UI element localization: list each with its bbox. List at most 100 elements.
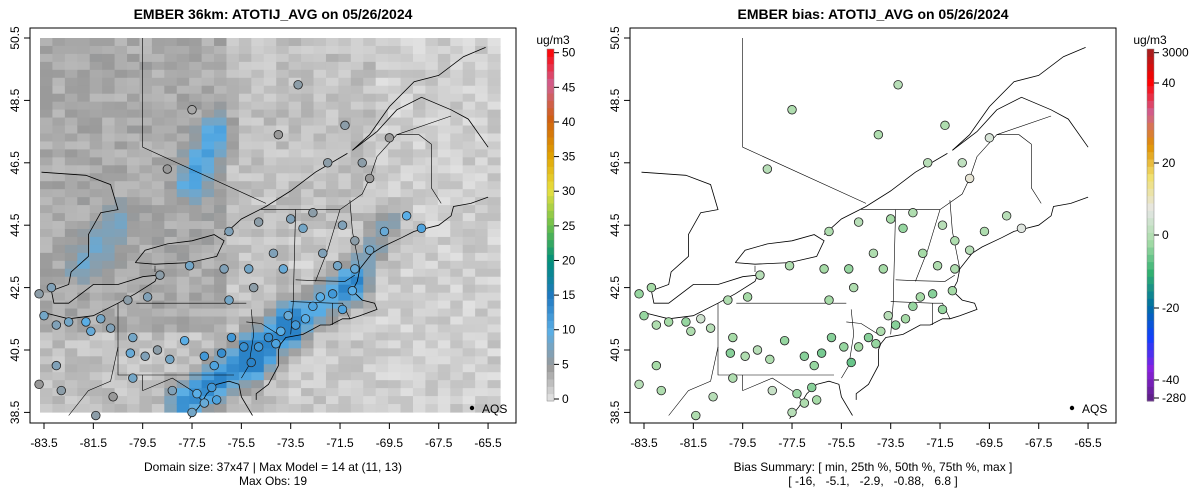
model-cell xyxy=(412,308,427,318)
model-cell xyxy=(338,388,352,397)
model-cell xyxy=(238,404,252,413)
model-cell xyxy=(176,213,190,222)
model-cell xyxy=(226,133,240,143)
model-cell xyxy=(251,244,265,254)
model-cell xyxy=(450,332,464,341)
station-marker xyxy=(740,351,750,361)
station-marker xyxy=(923,158,933,168)
station-marker xyxy=(792,388,802,399)
model-cell xyxy=(475,173,489,182)
model-cell xyxy=(375,197,389,206)
model-cell xyxy=(313,77,327,87)
model-cell xyxy=(189,173,203,182)
model-cell xyxy=(276,252,290,262)
model-cell xyxy=(301,268,315,278)
model-cell xyxy=(475,85,489,95)
model-cell xyxy=(462,340,476,349)
model-cell xyxy=(52,45,66,55)
model-cell xyxy=(338,404,352,413)
model-cell xyxy=(375,181,389,190)
colorbar-bin xyxy=(547,379,554,387)
model-cell xyxy=(363,300,377,310)
model-cell xyxy=(40,348,54,357)
station-marker xyxy=(263,332,274,343)
model-cell xyxy=(412,332,427,341)
model-cell xyxy=(176,268,190,278)
colorbar-bin xyxy=(1147,371,1154,380)
model-cell xyxy=(139,324,153,334)
station-marker xyxy=(937,220,948,230)
colorbar-bin xyxy=(547,320,554,329)
model-cell xyxy=(350,149,364,158)
model-cell xyxy=(114,396,128,405)
model-cell xyxy=(462,236,476,246)
model-cell xyxy=(189,380,203,389)
model-cell xyxy=(450,101,464,111)
model-cell xyxy=(450,388,464,397)
model-cell xyxy=(425,93,439,103)
model-cell xyxy=(226,93,240,103)
model-cell xyxy=(363,388,377,397)
model-cell xyxy=(127,356,141,365)
model-cell xyxy=(412,157,427,166)
model-cell xyxy=(288,197,302,206)
model-cell xyxy=(263,268,277,278)
model-cell xyxy=(400,244,414,254)
model-cell xyxy=(89,356,103,365)
model-cell xyxy=(313,316,327,326)
model-cell xyxy=(475,109,489,119)
colorbar-bin xyxy=(547,342,554,351)
model-cell xyxy=(251,372,265,381)
model-cell xyxy=(313,181,327,190)
model-cell xyxy=(102,117,116,127)
model-cell xyxy=(375,117,389,127)
station-marker xyxy=(167,385,177,396)
colorbar-bin xyxy=(547,144,554,153)
model-cell xyxy=(276,372,290,381)
model-cell xyxy=(189,38,203,47)
model-cell xyxy=(412,45,427,55)
model-cell xyxy=(214,284,228,294)
model-cell xyxy=(64,173,78,182)
x-tick-label: -81.5 xyxy=(680,436,708,450)
state-border xyxy=(315,209,341,282)
model-cell xyxy=(127,101,141,111)
colorbar-bin xyxy=(1147,195,1154,204)
model-cell xyxy=(139,69,153,79)
model-cell xyxy=(301,221,315,230)
model-cell xyxy=(226,348,240,357)
station-marker xyxy=(155,270,165,280)
station-marker xyxy=(898,223,908,234)
model-cell xyxy=(363,268,377,278)
station-marker xyxy=(271,339,281,349)
model-cell xyxy=(400,348,414,357)
model-cell xyxy=(437,372,451,381)
model-cell xyxy=(276,45,290,55)
model-cell xyxy=(127,252,141,262)
model-cell xyxy=(487,85,501,95)
model-cell xyxy=(363,149,377,158)
model-cell xyxy=(363,45,377,55)
colorbar-bin xyxy=(547,232,554,241)
model-cell xyxy=(201,109,215,119)
model-cell xyxy=(338,300,352,310)
right-footer-line-2: [ -16, -5.1, -2.9, -0.88, 6.8 ] xyxy=(788,474,957,488)
colorbar-bin xyxy=(1147,78,1154,87)
station-marker xyxy=(787,407,797,418)
model-cell xyxy=(425,38,439,47)
colorbar-bin xyxy=(547,349,554,358)
model-cell xyxy=(425,213,439,222)
model-cell xyxy=(151,181,165,190)
model-cell xyxy=(189,324,203,334)
model-cell xyxy=(375,324,389,334)
model-cell xyxy=(400,396,414,405)
model-cell xyxy=(189,197,203,206)
colorbar-bin xyxy=(1147,283,1154,292)
model-cell xyxy=(77,396,91,405)
model-cell xyxy=(214,388,228,397)
model-cell xyxy=(226,85,240,95)
model-cell xyxy=(114,173,128,182)
model-cell xyxy=(114,189,128,198)
model-cell xyxy=(52,61,66,71)
model-cell xyxy=(201,292,215,302)
